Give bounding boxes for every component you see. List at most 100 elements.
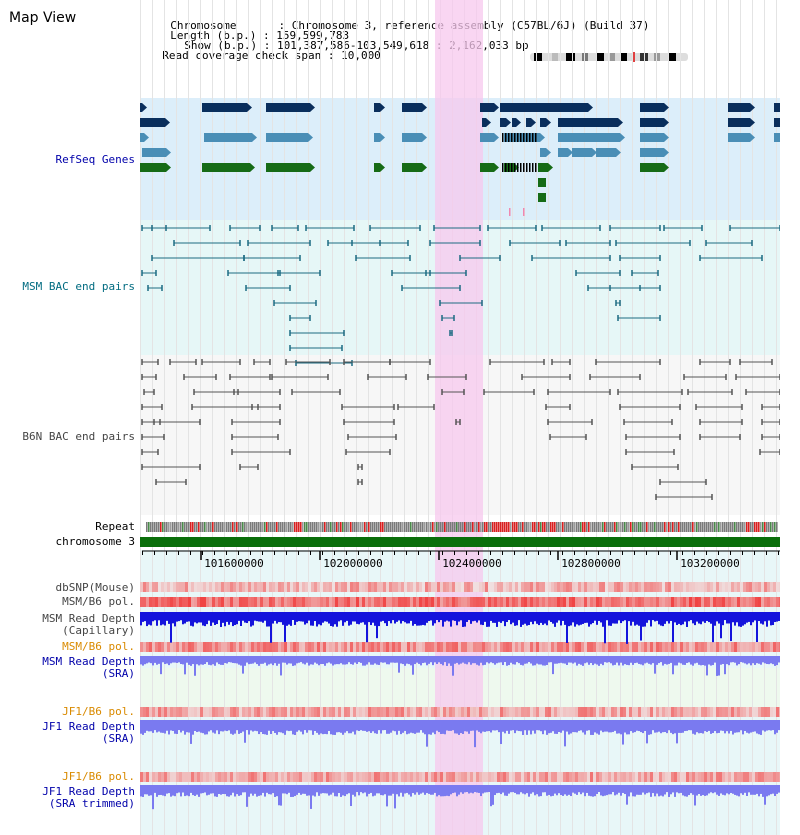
- msm-depth-capillary-bar: [544, 612, 546, 624]
- label-dbsnp[interactable]: dbSNP(Mouse): [55, 581, 135, 594]
- jf1-pol-heat-cell: [683, 707, 686, 717]
- msm-depth-sra-bar: [424, 656, 426, 663]
- jf1-depth-trimmed-bar: [706, 785, 708, 796]
- read-depth-tracks[interactable]: [140, 612, 780, 810]
- dbsnp-heat-cell: [230, 582, 233, 592]
- refseq-genes-track[interactable]: [140, 103, 780, 216]
- track-canvas[interactable]: 101600000 102000000 102400000 102800000 1032…: [140, 0, 780, 835]
- dbsnp-heat-cell: [725, 582, 728, 592]
- msm-pol-sra-heat-cell: [320, 642, 323, 652]
- msm-depth-sra-bar: [314, 656, 316, 663]
- jf1-pol-trim-heat-cell: [203, 772, 206, 782]
- msm-depth-capillary-bar: [490, 612, 492, 621]
- msm-pol-heat-cell: [287, 597, 290, 607]
- chromosome-bar[interactable]: [140, 537, 780, 547]
- b6n-bac-track[interactable]: [141, 359, 780, 500]
- msm-depth-capillary-bar: [764, 612, 766, 622]
- msm-depth-capillary-bar: [554, 612, 556, 627]
- msm-pol-sra-heat-cell: [473, 642, 476, 652]
- msm-depth-capillary-bar: [656, 612, 658, 621]
- repeat-element: [218, 522, 220, 532]
- msm-depth-capillary-bar: [740, 612, 742, 627]
- repeat-element: [686, 522, 688, 532]
- label-jf1-pol-trimmed[interactable]: JF1/B6 pol.: [62, 770, 135, 783]
- label-jf1-pol[interactable]: JF1/B6 pol.: [62, 705, 135, 718]
- refseq-gene: [504, 133, 540, 142]
- jf1-depth-trimmed-bar: [494, 785, 496, 796]
- jf1-depth-sra-bar: [584, 720, 586, 735]
- msm-depth-sra-bar: [412, 656, 414, 675]
- msm-pol-sra-heat-cell: [488, 642, 491, 652]
- msm-depth-capillary-bar: [260, 612, 262, 622]
- msm-depth-capillary-bar: [254, 612, 256, 621]
- heatmap-tracks[interactable]: [140, 582, 780, 782]
- msm-pol-heat-cell: [416, 597, 419, 607]
- label-msm-pol[interactable]: MSM/B6 pol.: [62, 595, 135, 608]
- jf1-pol-heat-cell: [578, 707, 581, 717]
- msm-depth-capillary-bar: [682, 612, 684, 625]
- jf1-depth-sra-bar: [308, 720, 310, 731]
- jf1-depth-trimmed-bar: [408, 785, 410, 795]
- msm-depth-sra-bar: [694, 656, 696, 664]
- jf1-pol-trim-heat-cell: [443, 772, 446, 782]
- repeat-track[interactable]: [146, 522, 778, 532]
- jf1-depth-sra-bar: [698, 720, 700, 734]
- dbsnp-heat-cell: [374, 582, 377, 592]
- label-b6n-bac-end-pairs[interactable]: B6N BAC end pairs: [22, 430, 135, 443]
- msm-bac-track[interactable]: [141, 225, 780, 366]
- label-jf1-depth-trimmed[interactable]: JF1 Read Depth (SRA trimmed): [42, 786, 135, 810]
- dbsnp-heat-cell: [254, 582, 257, 592]
- label-msm-bac-end-pairs[interactable]: MSM BAC end pairs: [22, 280, 135, 293]
- msm-depth-sra-bar: [238, 656, 240, 665]
- msm-depth-capillary-bar: [350, 612, 352, 625]
- jf1-pol-heat-cell: [659, 707, 662, 717]
- label-refseq-genes[interactable]: RefSeq Genes: [55, 153, 135, 166]
- dbsnp-heat-cell: [452, 582, 455, 592]
- msm-pol-heat-cell: [707, 597, 710, 607]
- jf1-pol-heat-cell: [539, 707, 542, 717]
- dbsnp-heat-cell: [386, 582, 389, 592]
- jf1-depth-trimmed-bar: [178, 785, 180, 793]
- msm-depth-capillary-bar: [290, 612, 292, 626]
- refseq-gene: [640, 133, 664, 142]
- msm-pol-sra-heat-cell: [386, 642, 389, 652]
- jf1-depth-sra-bar: [352, 720, 354, 732]
- label-msm-depth-capillary[interactable]: MSM Read Depth (Capillary): [42, 613, 135, 637]
- msm-pol-heat-cell: [212, 597, 215, 607]
- msm-depth-sra-bar: [170, 656, 172, 664]
- msm-depth-sra-bar: [666, 656, 668, 665]
- jf1-depth-trimmed-bar: [204, 785, 206, 793]
- msm-pol-sra-heat-cell: [527, 642, 530, 652]
- repeat-element: [226, 522, 228, 532]
- jf1-pol-heat-cell: [347, 707, 350, 717]
- msm-depth-capillary-bar: [414, 612, 416, 625]
- msm-pol-heat-cell: [590, 597, 593, 607]
- jf1-pol-trim-heat-cell: [695, 772, 698, 782]
- dbsnp-heat-cell: [269, 582, 272, 592]
- jf1-pol-trim-heat-cell: [773, 772, 776, 782]
- msm-pol-sra-heat-cell: [227, 642, 230, 652]
- repeat-element: [744, 522, 746, 532]
- msm-depth-sra-bar: [178, 656, 180, 663]
- jf1-pol-trim-heat-cell: [707, 772, 710, 782]
- ruler-tick-label: 102000000: [323, 557, 383, 570]
- jf1-depth-sra-bar: [348, 720, 350, 734]
- dbsnp-heat-cell: [548, 582, 551, 592]
- jf1-depth-trimmed-bar: [738, 785, 740, 797]
- msm-depth-capillary-bar: [620, 612, 622, 624]
- highlight-region[interactable]: [435, 0, 483, 835]
- jf1-depth-sra-bar: [544, 720, 546, 731]
- jf1-depth-sra-bar: [538, 720, 540, 731]
- jf1-depth-trimmed-bar: [574, 785, 576, 794]
- label-msm-depth-sra[interactable]: MSM Read Depth (SRA): [42, 656, 135, 680]
- jf1-depth-sra-bar: [536, 720, 538, 731]
- jf1-depth-trimmed-bar: [560, 785, 562, 795]
- jf1-depth-sra-bar: [306, 720, 308, 733]
- jf1-depth-trimmed-bar: [690, 785, 692, 794]
- label-msm-pol-sra[interactable]: MSM/B6 pol.: [62, 640, 135, 653]
- dbsnp-heat-cell: [350, 582, 353, 592]
- label-jf1-depth[interactable]: JF1 Read Depth (SRA): [42, 721, 135, 745]
- dbsnp-heat-cell: [458, 582, 461, 592]
- jf1-depth-sra-bar: [378, 720, 380, 731]
- jf1-depth-sra-bar: [620, 720, 622, 735]
